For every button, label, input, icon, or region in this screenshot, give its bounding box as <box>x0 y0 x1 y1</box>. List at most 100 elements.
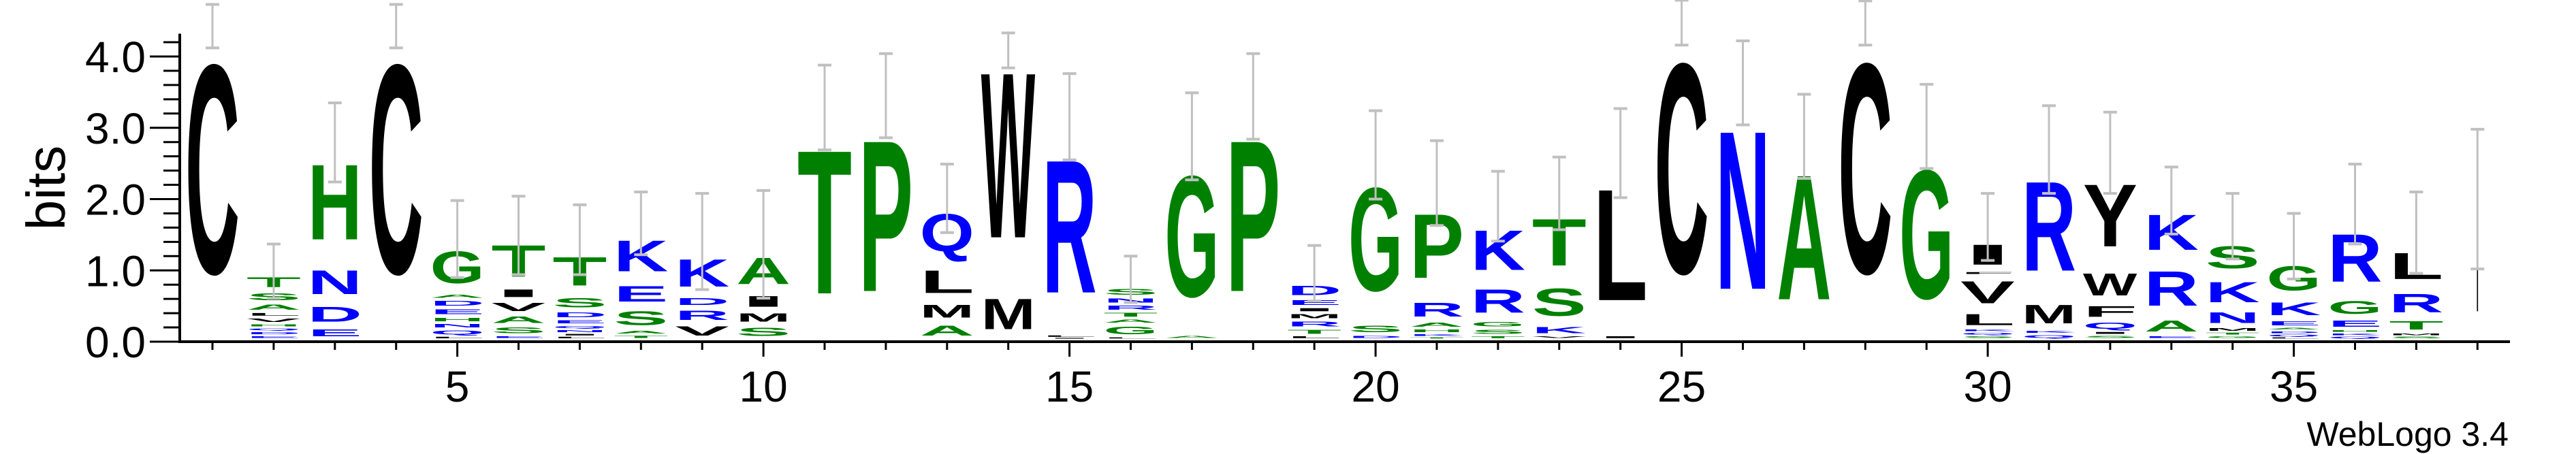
logo-letter-L: L <box>1287 336 1341 338</box>
logo-letter-S: S <box>1348 324 1403 335</box>
logo-letter-S: S <box>492 326 546 336</box>
error-bar <box>573 203 587 276</box>
logo-column-34: GTMNKS <box>2206 240 2260 338</box>
error-bar <box>1981 192 1995 262</box>
logo-letter-Q: Q <box>430 329 485 336</box>
logo-letter-I: I <box>492 287 546 299</box>
logo-column-14: MW <box>981 23 1036 339</box>
error-bar <box>450 199 464 279</box>
logo-letter-H: H <box>430 317 485 322</box>
weblogo-version-footer: WebLogo 3.4 <box>2306 415 2509 453</box>
logo-column-25: C <box>1655 2 1709 337</box>
logo-letter-S: S <box>552 295 607 310</box>
logo-letter-V: V <box>247 317 301 323</box>
error-bar <box>1246 52 1260 141</box>
error-bar <box>878 52 893 140</box>
logo-letter-N: N <box>2206 309 2260 326</box>
logo-letter-D: D <box>552 311 607 319</box>
logo-letter-G: G <box>1104 324 1158 336</box>
logo-letter-V: V <box>675 324 729 339</box>
logo-letter-Q: Q <box>1960 332 2015 335</box>
error-bar <box>634 191 648 257</box>
letter-stacks: CEDQHVLASTEDNHCLQNHEDAGESAVITLINQEDSTTAS… <box>185 2 2479 339</box>
error-bar <box>757 189 771 300</box>
error-bar <box>1124 255 1138 304</box>
error-bar <box>2042 104 2056 195</box>
logo-letter-I: I <box>2083 331 2137 334</box>
logo-letter-S: S <box>1960 336 2015 338</box>
logo-letter-F: F <box>2083 303 2137 320</box>
x-tick-label: 5 <box>445 362 470 411</box>
logo-letter-L: L <box>920 263 974 299</box>
logo-letter-E: E <box>2267 320 2321 326</box>
error-bar <box>1307 244 1322 303</box>
logo-letter-A: A <box>2144 317 2199 335</box>
logo-letter-L: L <box>1043 335 1097 338</box>
logo-letter-K: K <box>2022 330 2076 334</box>
logo-letter-L: L <box>1960 311 2015 329</box>
error-bar <box>1062 72 1077 161</box>
logo-letter-S: S <box>1471 329 1525 335</box>
logo-letter-I: I <box>1593 336 1648 338</box>
logo-letter-E: E <box>2328 319 2383 329</box>
logo-letter-T: T <box>614 335 668 338</box>
logo-letter-E: E <box>1287 299 1341 307</box>
y-tick-label: 2.0 <box>85 176 146 225</box>
error-bar <box>1552 155 1566 231</box>
logo-letter-K: K <box>2267 299 2321 319</box>
logo-letter-K: K <box>1960 329 2015 332</box>
error-bar <box>1797 93 1811 180</box>
logo-letter-N: N <box>552 329 607 333</box>
logo-letter-R: R <box>1287 320 1341 328</box>
error-bar <box>2164 165 2178 236</box>
logo-letter-C: C <box>1838 2 1892 337</box>
error-bar <box>2287 212 2301 280</box>
error-bar <box>2225 192 2240 261</box>
logo-letter-R: R <box>2389 288 2443 318</box>
y-tick-label: 1.0 <box>85 246 146 295</box>
logo-letter-C: C <box>369 2 424 336</box>
logo-letter-M: M <box>736 310 791 324</box>
logo-letter-G: G <box>2328 297 2383 318</box>
error-bar <box>940 163 954 234</box>
logo-letter-E: E <box>308 327 362 339</box>
logo-letter-T: T <box>1104 312 1158 318</box>
logo-letter-A: A <box>2267 327 2321 330</box>
y-axis-label: bits <box>16 146 76 231</box>
logo-letter-V: V <box>1960 275 2015 310</box>
error-bars <box>206 0 2485 304</box>
logo-letter-D: D <box>247 331 301 335</box>
error-bar <box>1001 31 1015 69</box>
logo-letter-A: A <box>247 303 301 312</box>
logo-letter-K: K <box>2328 333 2383 336</box>
error-bar <box>2409 191 2423 275</box>
logo-letter-T: T <box>1410 337 1464 339</box>
error-bar <box>1369 109 1383 201</box>
logo-letter-Q: Q <box>247 328 301 331</box>
logo-letter-N: N <box>308 264 362 302</box>
logo-letter-S: S <box>1532 280 1587 324</box>
logo-letter-D: D <box>308 302 362 327</box>
logo-letter-L: L <box>1104 337 1158 339</box>
logo-letter-E: E <box>552 319 607 324</box>
error-bar <box>1858 0 1873 47</box>
error-bar <box>818 63 831 152</box>
y-axis: 0.0 1.0 2.0 3.0 4.0 <box>85 33 181 367</box>
logo-letter-Q: Q <box>2022 334 2076 338</box>
logo-letter-L: L <box>430 336 485 339</box>
logo-letter-V: V <box>492 300 546 314</box>
logo-letter-A: A <box>1164 335 1219 338</box>
logo-letter-S: S <box>2389 336 2443 339</box>
error-bar <box>2470 127 2485 271</box>
logo-letter-M: M <box>2206 327 2260 331</box>
error-bar <box>511 195 526 276</box>
logo-letter-A: A <box>430 293 485 298</box>
logo-letter-N: N <box>430 323 485 328</box>
logo-letter-D: D <box>1348 335 1403 338</box>
logo-letter-E: E <box>430 308 485 316</box>
